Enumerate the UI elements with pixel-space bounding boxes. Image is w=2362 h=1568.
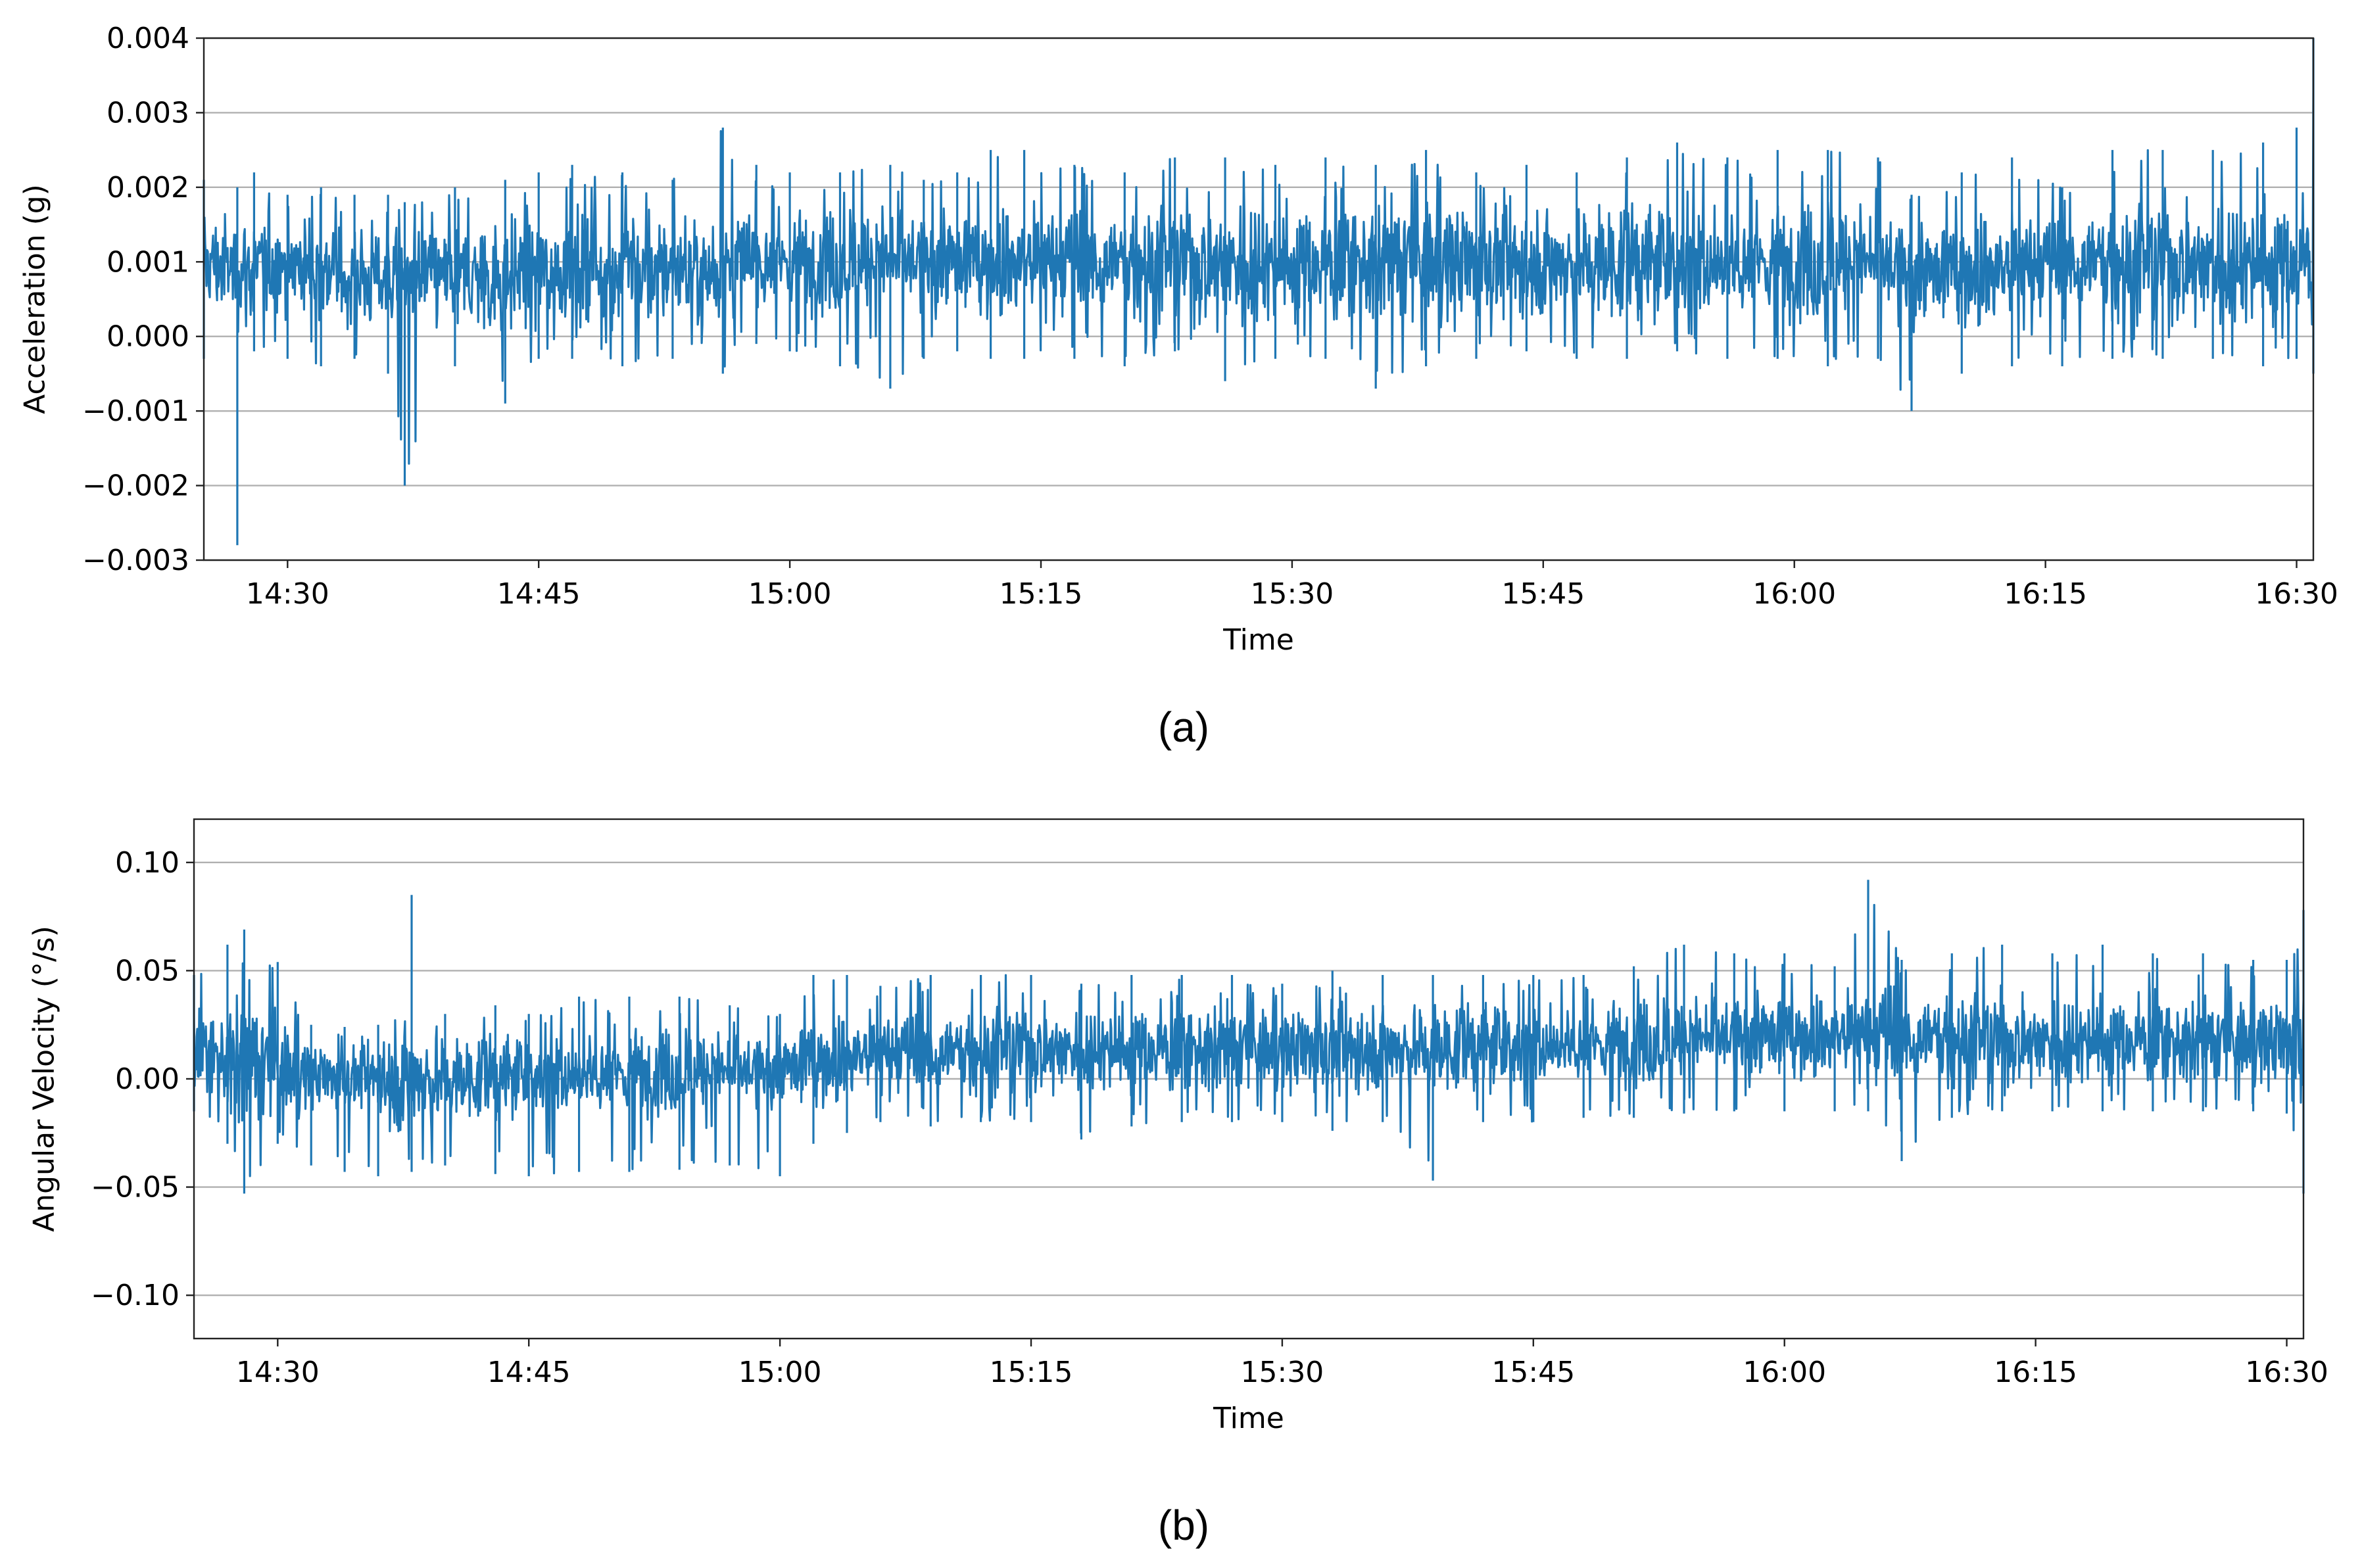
- y-tick-label: 0.05: [115, 954, 180, 987]
- y-tick-label: −0.002: [82, 469, 189, 503]
- x-tick-label: 14:30: [236, 1356, 320, 1389]
- chart-panel-b: 0.10 0.05 0.00 −0.05 −0.10 14:30 14:45 15:00 15…: [27, 818, 2328, 1549]
- x-tick-label: 15:45: [1491, 1356, 1575, 1389]
- y-axis-label-a: Acceleration (g): [18, 184, 51, 414]
- x-tick-label: 16:00: [1752, 577, 1836, 611]
- x-tick-label: 16:15: [1994, 1356, 2077, 1389]
- x-tick-label: 16:30: [2245, 1356, 2328, 1389]
- panel-label-b: (b): [1158, 1502, 1209, 1549]
- x-tick-label: 16:15: [2004, 577, 2087, 611]
- plot-frame-a: [203, 37, 2315, 561]
- x-tick-label: 15:30: [1251, 577, 1334, 611]
- y-tick-label: 0.002: [107, 171, 189, 204]
- y-tick-label: 0.003: [107, 96, 189, 130]
- panel-label-a: (a): [1158, 703, 1209, 751]
- y-tick-label: −0.10: [91, 1279, 180, 1312]
- y-tick-label: 0.00: [115, 1062, 180, 1096]
- y-ticks-a: 0.004 0.003 0.002 0.001 0.000 −0.001 −0.002 −0.…: [82, 22, 204, 577]
- y-tick-label: 0.001: [107, 245, 189, 279]
- x-tick-label: 15:15: [1000, 577, 1083, 611]
- x-ticks-b: 14:30 14:45 15:00 15:15 15:30 15:45 16:00 16:15…: [236, 1339, 2328, 1389]
- x-tick-label: 15:00: [748, 577, 832, 611]
- x-tick-label: 15:15: [990, 1356, 1073, 1389]
- y-tick-label: −0.001: [82, 394, 189, 428]
- x-axis-label-b: Time: [1213, 1402, 1284, 1435]
- y-tick-label: 0.004: [107, 22, 189, 55]
- x-tick-label: 15:00: [738, 1356, 822, 1389]
- y-tick-label: −0.003: [82, 544, 189, 577]
- y-tick-label: −0.05: [91, 1171, 180, 1204]
- y-tick-label: 0.10: [115, 846, 180, 880]
- x-tick-label: 15:45: [1501, 577, 1585, 611]
- x-tick-label: 14:45: [497, 577, 581, 611]
- x-tick-label: 16:30: [2255, 577, 2338, 611]
- x-axis-label-a: Time: [1222, 623, 1294, 657]
- x-tick-label: 15:30: [1241, 1356, 1324, 1389]
- y-tick-label: 0.000: [107, 320, 189, 354]
- x-tick-label: 16:00: [1743, 1356, 1826, 1389]
- acceleration-series-line: [203, 38, 2315, 546]
- chart-panel-a: 0.004 0.003 0.002 0.001 0.000 −0.001 −0.002 −0.…: [18, 22, 2338, 751]
- x-tick-label: 14:45: [487, 1356, 571, 1389]
- x-ticks-a: 14:30 14:45 15:00 15:15 15:30 15:45 16:00 16:15…: [246, 560, 2338, 611]
- angular-velocity-series-line: [193, 880, 2305, 1194]
- y-axis-label-b: Angular Velocity (°/s): [27, 926, 60, 1232]
- y-ticks-b: 0.10 0.05 0.00 −0.05 −0.10: [91, 846, 194, 1312]
- x-tick-label: 14:30: [246, 577, 329, 611]
